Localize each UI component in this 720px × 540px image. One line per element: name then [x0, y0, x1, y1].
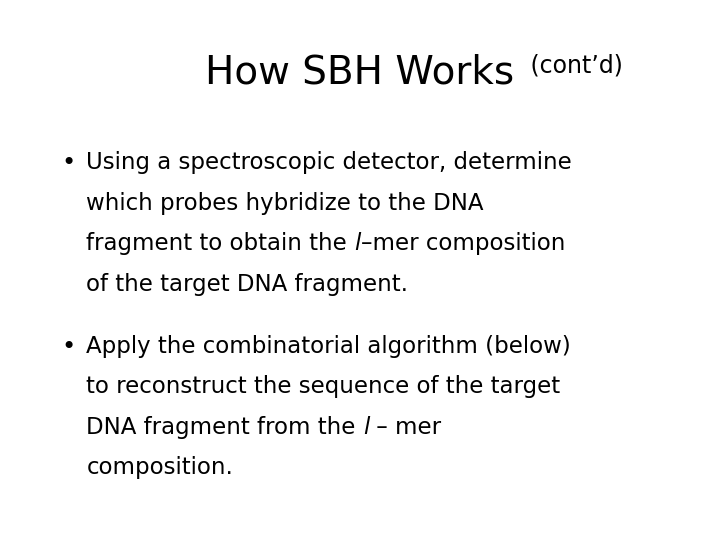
Text: which probes hybridize to the DNA: which probes hybridize to the DNA	[86, 192, 484, 215]
Text: How SBH Works: How SBH Works	[205, 54, 515, 92]
Text: –mer composition: –mer composition	[361, 232, 565, 255]
Text: fragment to obtain the: fragment to obtain the	[86, 232, 354, 255]
Text: •: •	[61, 335, 76, 359]
Text: l: l	[354, 232, 361, 255]
Text: composition.: composition.	[86, 456, 233, 480]
Text: to reconstruct the sequence of the target: to reconstruct the sequence of the targe…	[86, 375, 561, 399]
Text: – mer: – mer	[369, 416, 441, 439]
Text: Using a spectroscopic detector, determine: Using a spectroscopic detector, determin…	[86, 151, 572, 174]
Text: (cont’d): (cont’d)	[523, 54, 624, 78]
Text: l: l	[363, 416, 369, 439]
Text: Apply the combinatorial algorithm (below): Apply the combinatorial algorithm (below…	[86, 335, 571, 358]
Text: of the target DNA fragment.: of the target DNA fragment.	[86, 273, 408, 296]
Text: •: •	[61, 151, 76, 175]
Text: DNA fragment from the: DNA fragment from the	[86, 416, 363, 439]
